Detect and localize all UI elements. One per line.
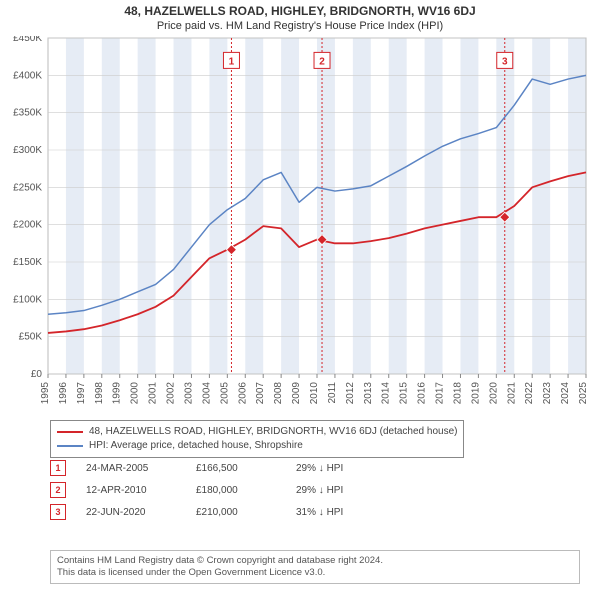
svg-text:2002: 2002 [166,382,177,405]
transaction-price: £210,000 [196,507,276,518]
svg-text:2012: 2012 [345,382,356,405]
marker-badge: 2 [50,482,66,498]
svg-text:2006: 2006 [237,382,248,405]
svg-text:£300K: £300K [13,145,42,156]
svg-text:2: 2 [319,56,325,67]
svg-text:2013: 2013 [363,382,374,405]
transaction-delta: 29% ↓ HPI [296,485,343,496]
attribution-line: This data is licensed under the Open Gov… [57,567,573,579]
transaction-delta: 31% ↓ HPI [296,507,343,518]
marker-badge: 3 [50,504,66,520]
svg-text:1998: 1998 [94,382,105,405]
svg-text:1: 1 [229,56,235,67]
svg-text:£0: £0 [31,369,43,380]
svg-text:2022: 2022 [524,382,535,405]
svg-text:£200K: £200K [13,220,42,231]
svg-text:2020: 2020 [488,382,499,405]
svg-text:2007: 2007 [255,382,266,405]
svg-text:2005: 2005 [219,382,230,405]
svg-text:£50K: £50K [19,332,43,343]
legend: 48, HAZELWELLS ROAD, HIGHLEY, BRIDGNORTH… [50,420,464,458]
svg-text:1999: 1999 [112,382,123,405]
svg-text:3: 3 [502,56,508,67]
page-subtitle: Price paid vs. HM Land Registry's House … [0,18,600,36]
svg-text:2016: 2016 [417,382,428,405]
table-row: 1 24-MAR-2005 £166,500 29% ↓ HPI [50,460,343,476]
legend-item: 48, HAZELWELLS ROAD, HIGHLEY, BRIDGNORTH… [57,425,457,439]
svg-text:2001: 2001 [148,382,159,405]
table-row: 3 22-JUN-2020 £210,000 31% ↓ HPI [50,504,343,520]
svg-text:2015: 2015 [399,382,410,405]
svg-text:2010: 2010 [309,382,320,405]
transaction-delta: 29% ↓ HPI [296,463,343,474]
svg-text:£150K: £150K [13,257,42,268]
legend-swatch [57,431,83,433]
svg-text:2025: 2025 [578,382,589,405]
svg-text:£450K: £450K [13,36,42,44]
svg-text:£100K: £100K [13,294,42,305]
svg-text:2017: 2017 [435,382,446,405]
attribution-line: Contains HM Land Registry data © Crown c… [57,555,573,567]
transaction-date: 22-JUN-2020 [86,507,176,518]
legend-swatch [57,445,83,447]
svg-text:2021: 2021 [506,382,517,405]
svg-text:£350K: £350K [13,108,42,119]
svg-text:2014: 2014 [381,382,392,405]
page-title: 48, HAZELWELLS ROAD, HIGHLEY, BRIDGNORTH… [0,0,600,18]
svg-text:1995: 1995 [40,382,51,405]
marker-badge: 1 [50,460,66,476]
svg-text:2000: 2000 [130,382,141,405]
table-row: 2 12-APR-2010 £180,000 29% ↓ HPI [50,482,343,498]
legend-item: HPI: Average price, detached house, Shro… [57,439,457,453]
svg-text:£400K: £400K [13,70,42,81]
svg-text:2019: 2019 [470,382,481,405]
legend-label: 48, HAZELWELLS ROAD, HIGHLEY, BRIDGNORTH… [89,425,457,439]
svg-text:1996: 1996 [58,382,69,405]
svg-text:2009: 2009 [291,382,302,405]
svg-text:£250K: £250K [13,182,42,193]
legend-label: HPI: Average price, detached house, Shro… [89,439,303,453]
svg-text:2004: 2004 [201,382,212,405]
transaction-price: £180,000 [196,485,276,496]
transaction-date: 24-MAR-2005 [86,463,176,474]
svg-text:2011: 2011 [327,382,338,404]
svg-text:2018: 2018 [452,382,463,405]
svg-text:2003: 2003 [183,382,194,405]
attribution: Contains HM Land Registry data © Crown c… [50,550,580,584]
svg-text:2008: 2008 [273,382,284,405]
svg-text:2024: 2024 [560,382,571,405]
svg-text:2023: 2023 [542,382,553,405]
transaction-date: 12-APR-2010 [86,485,176,496]
transactions-table: 1 24-MAR-2005 £166,500 29% ↓ HPI 2 12-APR-201… [50,460,343,526]
transaction-price: £166,500 [196,463,276,474]
svg-text:1997: 1997 [76,382,87,405]
price-chart: £0 £50K £100K £150K £200K £250K £300K £350K £400… [0,36,600,416]
